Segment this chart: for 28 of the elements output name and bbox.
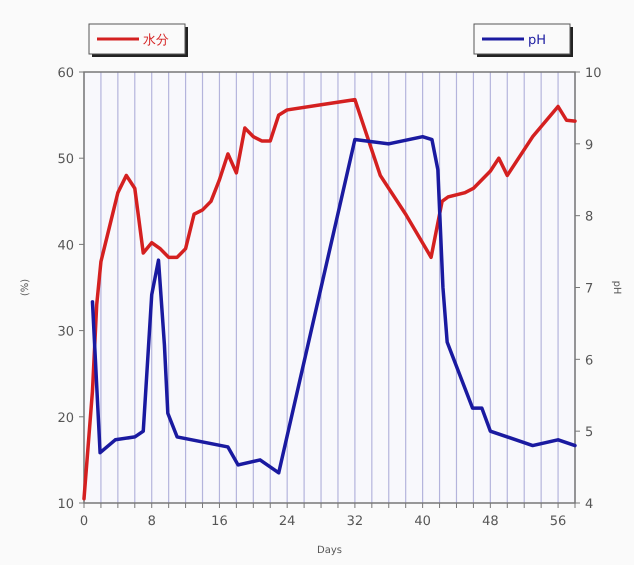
y2-tick-label: 7	[585, 282, 594, 296]
y2-tick-label: 4	[585, 497, 594, 512]
x-tick-label: 16	[211, 514, 228, 529]
y-tick-label: 10	[57, 497, 74, 512]
y-tick-label: 30	[57, 324, 74, 340]
y-tick-label: 60	[57, 66, 74, 81]
line-series	[82, 98, 577, 500]
y2-tick-label: 8	[585, 210, 594, 225]
y2-tick-label: 10	[585, 66, 602, 81]
y2-tick-label: 6	[585, 353, 594, 368]
x-tick-label: 32	[346, 514, 364, 529]
y-tick-label: 50	[57, 152, 74, 168]
y-tick-label: 40	[57, 238, 74, 254]
legend-label: pH	[528, 33, 546, 48]
y2-tick-label: 5	[585, 425, 594, 440]
x-axis-title: Days	[317, 545, 342, 556]
x-tick-label: 40	[414, 514, 431, 529]
x-tick-label: 56	[550, 514, 566, 529]
legend-label: 水分	[143, 33, 169, 48]
x-tick-label: 48	[482, 514, 499, 529]
y2-tick-label: 9	[585, 138, 594, 153]
x-tick-label: 24	[278, 514, 296, 529]
x-tick-label: 0	[80, 514, 88, 529]
y2-axis-title: pH	[611, 280, 622, 294]
line-series	[90, 134, 577, 475]
x-tick-label: 8	[148, 514, 156, 529]
y-tick-label: 20	[57, 410, 74, 426]
y-axis-title: (%)	[20, 278, 31, 296]
